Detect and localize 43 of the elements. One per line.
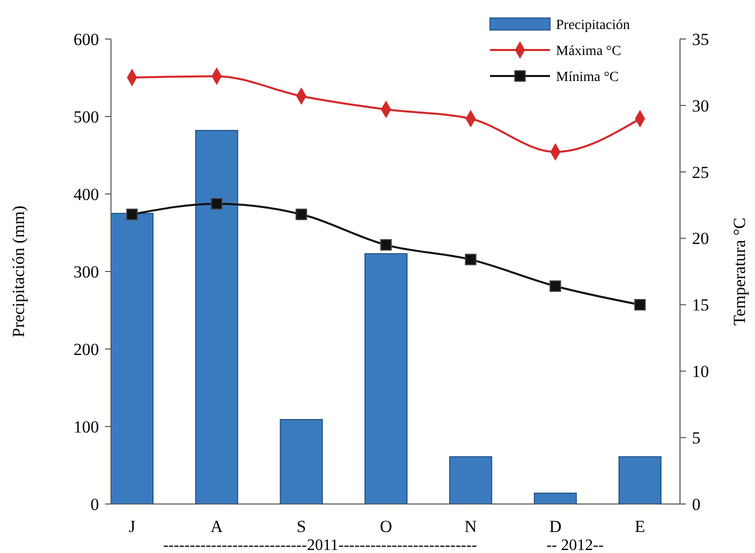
point (210, 198, 222, 210)
y-tick-label: 300 (74, 262, 99, 282)
y-tick-label: 200 (74, 340, 99, 359)
y2-tick-label: 5 (692, 428, 700, 448)
x-tick-label: J (128, 517, 136, 536)
bar (618, 456, 662, 504)
point (380, 239, 392, 251)
bar (449, 456, 492, 504)
text: -- 2012-- (546, 537, 604, 553)
x-tick-label: S (296, 517, 306, 536)
x-tick-label: N (464, 517, 477, 536)
point (296, 208, 308, 220)
bar (364, 253, 408, 504)
x-tick-label: A (210, 517, 224, 536)
y2-axis-title: Temperatura °C (730, 217, 749, 326)
point (550, 280, 562, 292)
bar (195, 130, 238, 504)
x-tick-label: E (634, 517, 646, 536)
y2-tick-label: 15 (692, 296, 709, 315)
y-tick-label: 500 (74, 107, 99, 126)
y2-tick-label: 30 (692, 96, 709, 116)
y2-tick-label: 25 (692, 162, 709, 182)
y-tick-label: 100 (74, 417, 99, 436)
point (634, 298, 646, 310)
y-tick-label: 600 (74, 30, 99, 49)
y-axis-title: Precipitación (mm) (9, 206, 28, 338)
bar (280, 419, 323, 504)
y2-tick-label: 0 (692, 494, 700, 514)
y2-tick-label: 20 (692, 229, 709, 248)
legend-label: Precipitación (556, 18, 630, 33)
x-tick-label: O (380, 517, 392, 536)
x-tick-label: D (549, 517, 562, 536)
y2-tick-label: 10 (692, 362, 709, 382)
point (126, 208, 138, 220)
bar (534, 492, 577, 504)
legend-label: Máxima °C (556, 44, 622, 59)
point (464, 254, 476, 266)
legend-label: Mínima °C (556, 70, 619, 85)
y2-tick-label: 35 (692, 30, 709, 49)
bar (110, 212, 154, 504)
text: ---------------------------2011-------------------------- (163, 537, 477, 553)
y-tick-label: 400 (74, 184, 99, 204)
y-tick-label: 0 (90, 494, 99, 514)
